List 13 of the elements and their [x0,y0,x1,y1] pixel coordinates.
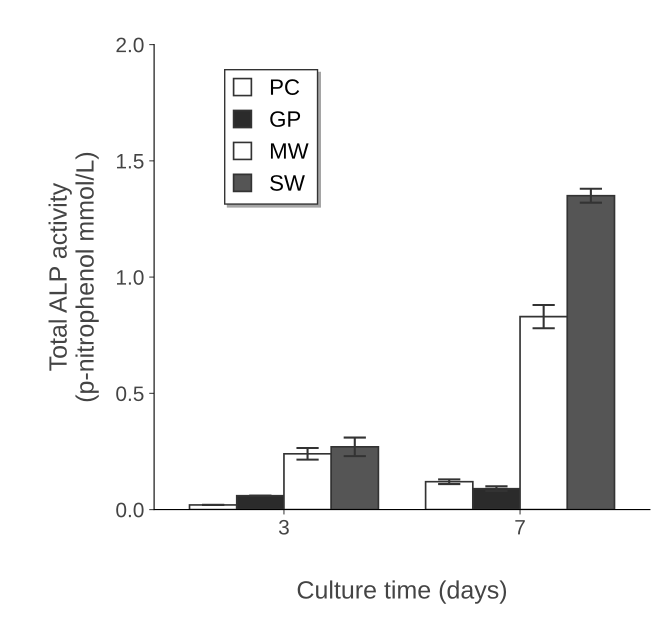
x-tick-label: 7 [515,520,525,534]
x-axis-title: Culture time (days) [298,580,506,604]
legend-label: SW [270,175,305,191]
legend-label: GP [270,111,300,127]
y-tick-label: 2.0 [116,38,144,52]
x-tick-label: 3 [278,520,289,535]
y-axis-title: Total ALP activity (p-nitrophenol mmol/L) [48,152,99,402]
y-tick-label: 0.5 [116,386,144,402]
y-tick-label: 0.0 [116,502,144,518]
legend-label: PC [270,79,300,95]
y-tick-label: 1.0 [117,270,144,285]
y-tick-label: 1.5 [117,154,144,169]
legend-label: MW [270,143,309,159]
